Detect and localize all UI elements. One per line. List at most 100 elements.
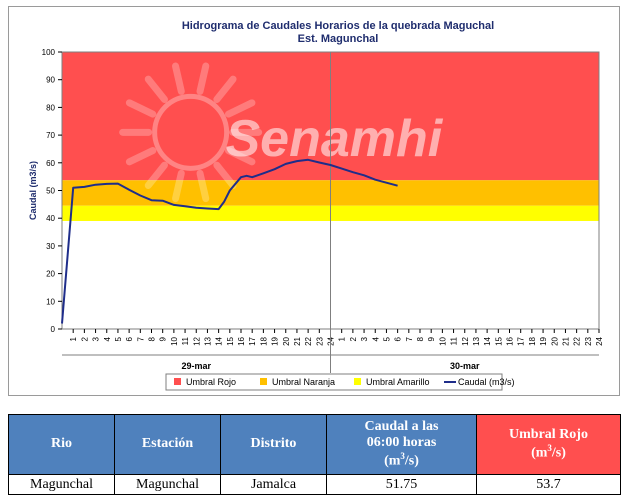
- x-tick-label: 2: [349, 336, 358, 341]
- hydrograph-chart: Hidrograma de Caudales Horarios de la qu…: [8, 6, 620, 396]
- x-tick-label: 19: [271, 336, 280, 345]
- x-tick-label: 14: [483, 336, 492, 345]
- x-tick-label: 12: [461, 336, 470, 345]
- y-tick-label: 10: [46, 297, 55, 306]
- watermark-sun-ray: [144, 75, 168, 103]
- x-tick-label: 16: [237, 336, 246, 345]
- x-tick-label: 20: [282, 336, 291, 345]
- legend-entry: Umbral Naranja: [272, 377, 335, 387]
- x-tick-label: 16: [506, 336, 515, 345]
- cell-caudal: 51.75: [326, 474, 477, 495]
- x-tick-label: 8: [416, 336, 425, 341]
- x-tick-label: 15: [494, 336, 503, 345]
- table-row: Magunchal Magunchal Jamalca 51.75 53.7: [8, 474, 621, 495]
- header-umbral-line1: Umbral Rojo: [509, 427, 588, 443]
- legend-entry: Caudal (m3/s): [458, 377, 515, 387]
- x-tick-label: 13: [203, 336, 212, 345]
- header-caudal-line2: 06:00 horas: [366, 435, 437, 451]
- x-tick-label: 7: [136, 336, 145, 341]
- header-rio: Rio: [8, 414, 115, 475]
- legend-swatch: [260, 378, 267, 385]
- y-tick-label: 100: [42, 48, 56, 57]
- table-header-row: Rio Estación Distrito Caudal a las 06:00…: [8, 414, 621, 475]
- x-tick-label: 17: [517, 336, 526, 345]
- y-tick-label: 20: [46, 270, 55, 279]
- y-tick-label: 50: [46, 187, 55, 196]
- x-tick-label: 12: [192, 336, 201, 345]
- y-tick-label: 80: [46, 103, 55, 112]
- x-tick-label: 20: [550, 336, 559, 345]
- watermark-text: Senamhi: [225, 110, 443, 168]
- x-tick-label: 3: [360, 336, 369, 341]
- header-caudal-unit-base: (m: [384, 453, 401, 469]
- header-caudal: Caudal a las 06:00 horas (m3/s): [326, 414, 477, 475]
- header-umbral-unit-base: (m: [531, 445, 548, 461]
- x-tick-label: 24: [595, 336, 604, 345]
- watermark-sun-ray: [213, 161, 237, 189]
- x-tick-label: 23: [315, 336, 324, 345]
- x-tick-label: 21: [561, 336, 570, 345]
- header-umbral-unit-sup: 3: [547, 443, 552, 454]
- x-tick-label: 8: [148, 336, 157, 341]
- x-tick-label: 6: [125, 336, 134, 341]
- x-tick-label: 5: [114, 336, 123, 341]
- x-tick-label: 19: [539, 336, 548, 345]
- y-axis-label: Caudal (m3/s): [28, 161, 38, 220]
- plot-area: Senamhi 0 10 20 30 40 50 60 70 80 90 100 Caudal (m3/…: [28, 48, 604, 391]
- header-umbral-unit-end: /s): [551, 445, 566, 461]
- watermark-sun-ray: [196, 62, 210, 95]
- x-tick-label: 18: [528, 336, 537, 345]
- x-tick-label: 5: [382, 336, 391, 341]
- x-tick-label: 21: [293, 336, 302, 345]
- x-tick-label: 1: [69, 336, 78, 341]
- x-tick-label: 6: [394, 336, 403, 341]
- watermark-sun-ray: [172, 169, 185, 203]
- watermark-sun-ray: [213, 75, 237, 103]
- x-tick-label: 22: [573, 336, 582, 345]
- watermark-sun-circle: [152, 93, 230, 171]
- cell-rio: Magunchal: [8, 474, 115, 495]
- y-tick-label: 30: [46, 242, 55, 251]
- x-tick-label: 3: [92, 336, 101, 341]
- summary-table: Rio Estación Distrito Caudal a las 06:00…: [8, 414, 621, 495]
- watermark-sun-ray: [144, 161, 168, 189]
- cell-estacion: Magunchal: [114, 474, 221, 495]
- x-tick-label: 7: [405, 336, 414, 341]
- x-tick-label: 22: [304, 336, 313, 345]
- watermark-sun-ray: [172, 62, 185, 95]
- x-tick-label: 2: [80, 336, 89, 341]
- x-tick-label: 18: [259, 336, 268, 345]
- y-tick-label: 60: [46, 159, 55, 168]
- header-umbral-rojo: Umbral Rojo (m3/s): [476, 414, 621, 475]
- legend-entry: Umbral Rojo: [186, 377, 236, 387]
- y-tick-label: 90: [46, 76, 55, 85]
- x-tick-label: 17: [248, 336, 257, 345]
- legend-swatch: [354, 378, 361, 385]
- day-label-30-mar: 30-mar: [450, 361, 480, 371]
- legend-entry: Umbral Amarillo: [366, 377, 430, 387]
- y-tick-label: 70: [46, 131, 55, 140]
- header-estacion: Estación: [114, 414, 221, 475]
- x-tick-label: 9: [427, 336, 436, 341]
- day-label-29-mar: 29-mar: [181, 361, 211, 371]
- chart-canvas: Hidrograma de Caudales Horarios de la qu…: [28, 20, 604, 391]
- watermark-sun-ray: [224, 99, 256, 118]
- x-tick-label: 1: [338, 336, 347, 341]
- legend-box: [165, 373, 503, 391]
- watermark-sun-ray: [224, 147, 256, 166]
- x-tick-label: 11: [450, 336, 459, 345]
- x-tick-label: 14: [215, 336, 224, 345]
- cell-umbral: 53.7: [476, 474, 621, 495]
- caudal-series-line: [61, 158, 398, 324]
- x-tick-label: 10: [170, 336, 179, 345]
- x-tick-label: 9: [159, 336, 168, 341]
- y-tick-label: 40: [46, 214, 55, 223]
- legend-swatch: [174, 378, 181, 385]
- x-tick-label: 4: [371, 336, 380, 341]
- header-caudal-line1: Caudal a las: [364, 419, 439, 435]
- chart-subtitle: Est. Magunchal: [298, 33, 379, 45]
- x-tick-label: 15: [226, 336, 235, 345]
- watermark-sun-ray: [125, 147, 157, 166]
- x-tick-label: 13: [472, 336, 481, 345]
- header-distrito: Distrito: [220, 414, 327, 475]
